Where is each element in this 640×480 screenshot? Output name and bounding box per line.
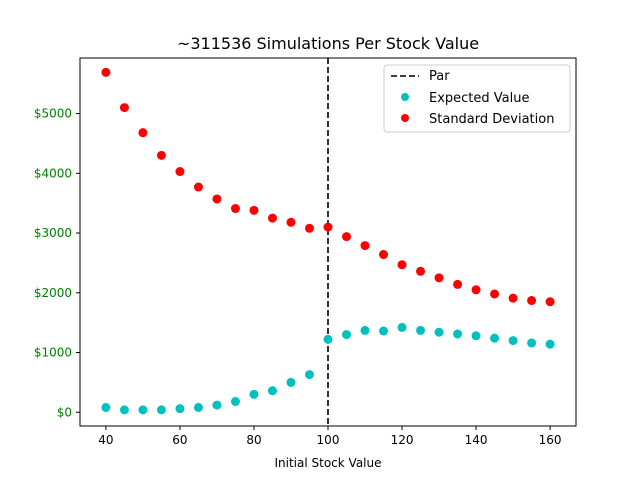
expected-value-point xyxy=(138,405,148,415)
legend-standard-deviation-marker xyxy=(401,114,409,122)
standard-deviation-point xyxy=(342,232,352,242)
standard-deviation-point xyxy=(286,217,296,227)
expected-value-point xyxy=(119,405,129,415)
expected-value-point xyxy=(304,370,314,380)
expected-value-point xyxy=(397,322,407,332)
legend-standard-deviation-label: Standard Deviation xyxy=(429,112,554,127)
y-tick-label: $2000 xyxy=(34,286,72,300)
expected-value-point xyxy=(527,338,537,348)
expected-value-point xyxy=(286,377,296,387)
legend-expected-value-label: Expected Value xyxy=(429,91,529,106)
plot-frame xyxy=(79,57,577,427)
standard-deviation-point xyxy=(119,103,129,113)
standard-deviation-point xyxy=(545,297,555,307)
x-tick-label: 160 xyxy=(539,433,562,447)
expected-value-point xyxy=(323,334,333,344)
x-tick-label: 140 xyxy=(465,433,488,447)
standard-deviation-point xyxy=(156,150,166,160)
expected-value-point xyxy=(230,397,240,407)
standard-deviation-point xyxy=(138,128,148,138)
expected-value-point xyxy=(212,400,222,410)
x-tick-label: 40 xyxy=(98,433,113,447)
standard-deviation-point xyxy=(490,289,500,299)
standard-deviation-point xyxy=(379,250,389,260)
legend-expected-value-marker xyxy=(401,93,409,101)
expected-value-point xyxy=(434,327,444,337)
standard-deviation-point xyxy=(508,293,518,303)
standard-deviation-point xyxy=(249,205,259,215)
expected-value-point xyxy=(193,402,203,412)
x-tick-label: 120 xyxy=(391,433,414,447)
expected-value-point xyxy=(471,331,481,341)
standard-deviation-point xyxy=(434,273,444,283)
expected-value-point xyxy=(490,333,500,343)
legend-box xyxy=(383,64,571,133)
standard-deviation-point xyxy=(360,241,370,251)
standard-deviation-point xyxy=(230,204,240,214)
expected-value-point xyxy=(360,325,370,335)
legend-par-label: Par xyxy=(429,69,450,84)
plot-area: 40 60 80 100 120 140 160 $0 $1000 $2000 $3000 $4000… xyxy=(34,58,562,447)
x-tick-label: 60 xyxy=(172,433,187,447)
y-tick-label: $3000 xyxy=(34,226,72,240)
expected-value-point xyxy=(267,386,277,396)
expected-value-point xyxy=(508,336,518,346)
y-tick-label: $0 xyxy=(57,405,72,419)
standard-deviation-point xyxy=(175,167,185,177)
standard-deviation-point xyxy=(304,223,314,233)
expected-value-point xyxy=(249,389,259,399)
standard-deviation-point xyxy=(453,279,463,289)
standard-deviation-point xyxy=(471,285,481,295)
chart-title: ~311536 Simulations Per Stock Value xyxy=(177,34,479,53)
x-tick-label: 100 xyxy=(317,433,340,447)
standard-deviation-point xyxy=(323,222,333,232)
expected-value-point xyxy=(453,329,463,339)
standard-deviation-point xyxy=(527,296,537,306)
standard-deviation-point xyxy=(193,182,203,192)
expected-value-point xyxy=(416,325,426,335)
standard-deviation-point xyxy=(267,213,277,223)
standard-deviation-point xyxy=(416,266,426,276)
expected-value-point xyxy=(342,330,352,340)
legend: Par Expected Value Standard Deviation xyxy=(383,64,571,133)
standard-deviation-point xyxy=(212,194,222,204)
standard-deviation-point xyxy=(397,260,407,270)
x-axis-label: Initial Stock Value xyxy=(275,456,382,470)
y-tick-label: $5000 xyxy=(34,107,72,121)
expected-value-point xyxy=(379,326,389,336)
expected-value-point xyxy=(156,405,166,415)
expected-value-point xyxy=(101,402,111,412)
y-tick-label: $4000 xyxy=(34,166,72,180)
x-tick-label: 80 xyxy=(246,433,261,447)
expected-value-point xyxy=(545,339,555,349)
expected-value-point xyxy=(175,404,185,414)
y-tick-label: $1000 xyxy=(34,346,72,360)
standard-deviation-point xyxy=(101,67,111,77)
